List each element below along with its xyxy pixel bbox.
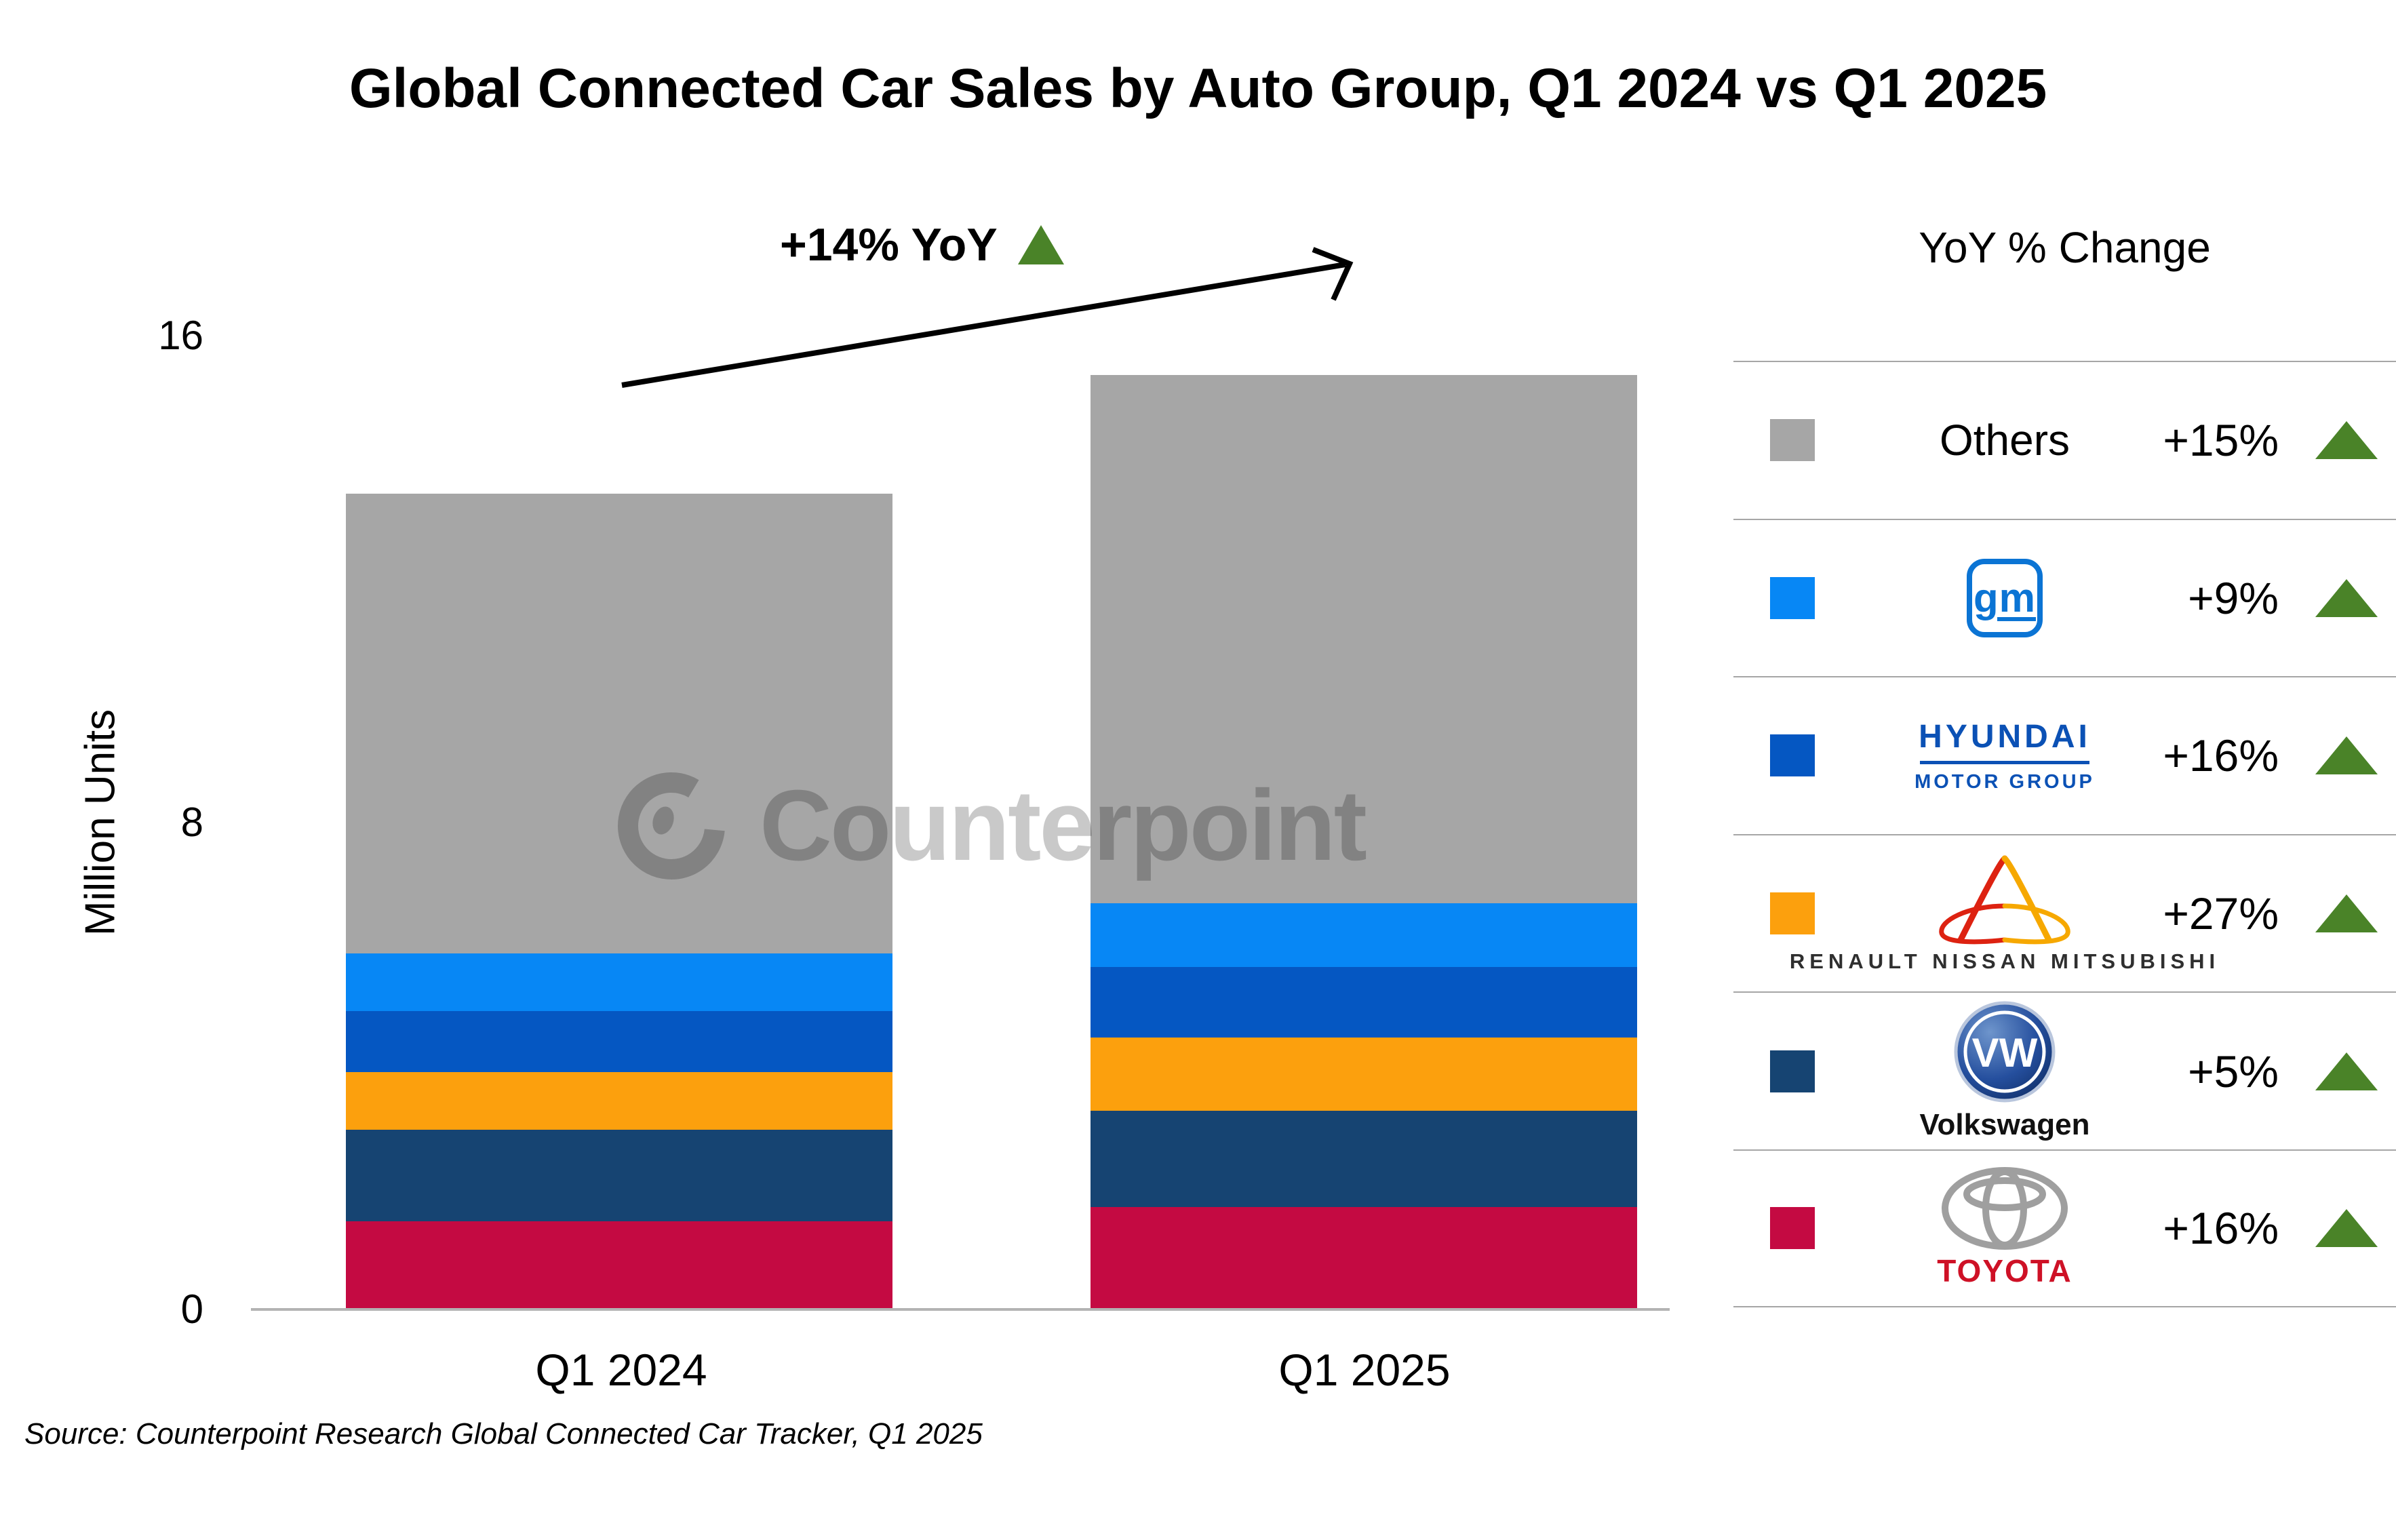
bar-segment-q1-2024-renault-nissan-mitsubishi: [346, 1072, 892, 1130]
chart-title: Global Connected Car Sales by Auto Group…: [349, 58, 2047, 119]
legend-row-others: Others +15%: [1733, 361, 2396, 519]
legend-header: YoY % Change: [1919, 223, 2211, 272]
legend-label-others: Others: [1939, 416, 2070, 465]
yoy-value-rnm: +27%: [2163, 888, 2279, 939]
gm-logo-icon: gm: [1967, 558, 2043, 637]
y-tick-16: 16: [158, 313, 203, 358]
legend-row-hyundai: HYUNDAI MOTOR GROUP +16%: [1733, 676, 2396, 834]
bar-segment-q1-2024-others: [346, 494, 892, 953]
yoy-annotation: +14% YoY: [780, 218, 1064, 271]
alliance-logo-icon: [1939, 855, 2070, 945]
y-tick-8: 8: [180, 799, 203, 845]
gm-logo-text: gm: [1973, 575, 2036, 621]
legend-row-gm: gm +9%: [1733, 518, 2396, 677]
y-tick-0: 0: [180, 1286, 203, 1332]
category-label-q1-2025: Q1 2025: [1278, 1345, 1451, 1395]
bar-segment-q1-2024-hyundai-motor-group: [346, 1011, 892, 1072]
color-swatch-others: [1770, 419, 1815, 462]
trend-arrow-icon: [621, 247, 1354, 388]
bar-segment-q1-2025-gm: [1091, 903, 1637, 967]
vw-logo-icon: VW: [1954, 1001, 2056, 1103]
legend-panel: Others +15% gm +9% HYUNDAI MOTOR GROUP +…: [1733, 361, 2396, 1307]
yoy-value-volkswagen: +5%: [2188, 1046, 2279, 1097]
up-triangle-icon: [2315, 1209, 2378, 1248]
bar-segment-q1-2025-renault-nissan-mitsubishi: [1091, 1037, 1637, 1111]
up-triangle-icon: [2315, 894, 2378, 933]
category-label-q1-2024: Q1 2024: [535, 1345, 707, 1395]
up-triangle-icon: [2315, 736, 2378, 775]
bar-segment-q1-2024-volkswagen: [346, 1130, 892, 1221]
color-swatch-volkswagen: [1770, 1050, 1815, 1092]
bar-segment-q1-2025-hyundai-motor-group: [1091, 966, 1637, 1038]
up-triangle-icon: [2315, 578, 2378, 617]
bar-segment-q1-2024-gm: [346, 953, 892, 1012]
hyundai-logo-icon: HYUNDAI MOTOR GROUP: [1815, 677, 2195, 834]
hyundai-logo-rule: [1920, 760, 2089, 764]
plot-area: [251, 336, 1670, 1309]
up-triangle-icon: [2315, 421, 2378, 460]
yoy-value-others: +15%: [2163, 415, 2279, 466]
up-triangle-icon: [1017, 225, 1064, 264]
color-swatch-rnm: [1770, 892, 1815, 935]
x-axis-line: [251, 1308, 1670, 1311]
toyota-logo-icon: [1942, 1167, 2068, 1250]
legend-row-renault-nissan-mitsubishi: RENAULT NISSAN MITSUBISHI +27%: [1733, 833, 2396, 992]
toyota-logo-caption: TOYOTA: [1937, 1253, 2073, 1289]
yoy-value-gm: +9%: [2188, 572, 2279, 623]
up-triangle-icon: [2315, 1052, 2378, 1090]
bar-segment-q1-2025-volkswagen: [1091, 1111, 1637, 1208]
yoy-value-hyundai: +16%: [2163, 730, 2279, 781]
source-note: Source: Counterpoint Research Global Con…: [24, 1417, 983, 1450]
bar-segment-q1-2025-toyota: [1091, 1207, 1637, 1309]
hyundai-logo-line1: HYUNDAI: [1919, 718, 2091, 755]
yoy-value-toyota: +16%: [2163, 1203, 2279, 1254]
legend-row-volkswagen: VW Volkswagen +5%: [1733, 991, 2396, 1149]
vw-logo-caption: Volkswagen: [1919, 1107, 2090, 1141]
yoy-annotation-label: +14% YoY: [780, 219, 998, 271]
color-swatch-hyundai: [1770, 734, 1815, 777]
color-swatch-gm: [1770, 576, 1815, 619]
bar-segment-q1-2024-toyota: [346, 1221, 892, 1309]
bar-segment-q1-2025-others: [1091, 375, 1637, 904]
alliance-logo-caption: RENAULT NISSAN MITSUBISHI: [1789, 949, 2220, 974]
vw-logo-letters: VW: [1972, 1030, 2038, 1075]
color-swatch-toyota: [1770, 1207, 1815, 1250]
legend-row-toyota: TOYOTA +16%: [1733, 1149, 2396, 1307]
hyundai-logo-line2: MOTOR GROUP: [1914, 770, 2095, 793]
